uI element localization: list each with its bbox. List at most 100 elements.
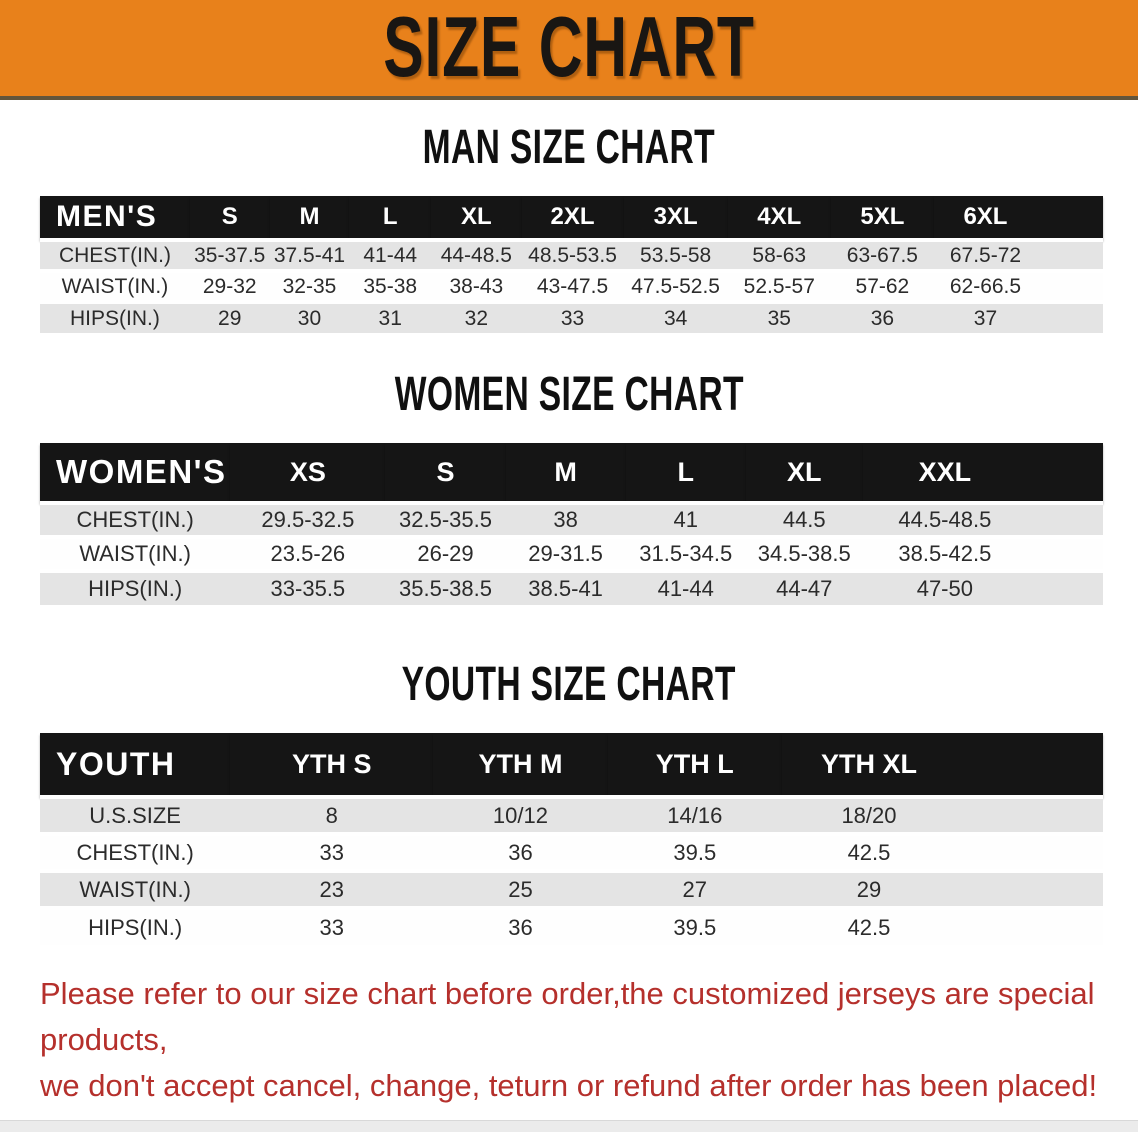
size-value-cell: 37.5-41	[269, 238, 350, 271]
size-value-cell: 23	[230, 869, 434, 908]
measurement-row: WAIST(IN.) 29-32 32-35 35-38 38-43 43-47.5 47.…	[40, 269, 1103, 302]
size-value-cell: 36	[433, 906, 608, 945]
size-value-cell: 34.5-38.5	[745, 535, 863, 571]
size-value-cell: 36	[830, 300, 934, 333]
size-value-cell: 18/20	[781, 795, 1103, 834]
men-section-heading: MAN SIZE CHART	[0, 124, 1138, 172]
measurement-row: CHEST(IN.) 35-37.5 37.5-41 41-44 44-48.5 48.5…	[40, 238, 1103, 271]
size-value-cell: 29-31.5	[505, 535, 626, 571]
order-disclaimer: Please refer to our size chart before or…	[40, 971, 1123, 1109]
size-value-cell: 38	[505, 501, 626, 537]
row-label: CHEST(IN.)	[40, 238, 190, 271]
size-value-cell: 32	[431, 300, 522, 333]
measurement-row: CHEST(IN.) 29.5-32.5 32.5-35.5 38 41 44.5 44.5…	[40, 501, 1103, 537]
size-value-cell: 14/16	[607, 795, 782, 834]
row-label: CHEST(IN.)	[40, 501, 231, 537]
measurement-row: HIPS(IN.) 33 36 39.5 42.5	[40, 906, 1103, 945]
size-value-cell: 31.5-34.5	[625, 535, 746, 571]
size-value-cell: 33	[521, 300, 624, 333]
size-column-header: YTH S	[230, 733, 434, 797]
table-group-label: YOUTH	[40, 733, 231, 797]
size-value-cell: 30	[269, 300, 350, 333]
men-section-title: MAN SIZE CHART	[422, 121, 716, 174]
size-value-cell: 42.5	[781, 906, 1103, 945]
size-column-header: S	[189, 196, 270, 240]
size-value-cell: 25	[433, 869, 608, 908]
size-value-cell: 43-47.5	[521, 269, 624, 302]
row-label: HIPS(IN.)	[40, 300, 190, 333]
size-column-header: XXL	[862, 443, 1103, 503]
size-value-cell: 47.5-52.5	[623, 269, 728, 302]
size-value-cell: 41-44	[625, 569, 746, 605]
size-value-cell: 39.5	[607, 832, 782, 871]
size-value-cell: 27	[607, 869, 782, 908]
women-section-title: WOMEN SIZE CHART	[394, 368, 744, 421]
size-column-header: S	[385, 443, 506, 503]
size-value-cell: 35	[727, 300, 831, 333]
size-column-header: YTH XL	[781, 733, 1103, 797]
size-value-cell: 23.5-26	[230, 535, 386, 571]
size-value-cell: 32-35	[269, 269, 350, 302]
measurement-row: HIPS(IN.) 29 30 31 32 33 34 35 36 37	[40, 300, 1103, 333]
size-value-cell: 38.5-41	[505, 569, 626, 605]
size-value-cell: 42.5	[781, 832, 1103, 871]
size-value-cell: 10/12	[433, 795, 608, 834]
row-label: WAIST(IN.)	[40, 269, 190, 302]
row-label: WAIST(IN.)	[40, 869, 231, 908]
row-label: WAIST(IN.)	[40, 535, 231, 571]
size-column-header: M	[505, 443, 626, 503]
size-value-cell: 41	[625, 501, 746, 537]
row-label: HIPS(IN.)	[40, 906, 231, 945]
size-value-cell: 35.5-38.5	[385, 569, 506, 605]
size-value-cell: 33	[230, 832, 434, 871]
size-column-header: YTH M	[433, 733, 608, 797]
size-value-cell: 36	[433, 832, 608, 871]
size-value-cell: 52.5-57	[727, 269, 831, 302]
measurement-row: HIPS(IN.) 33-35.5 35.5-38.5 38.5-41 41-44 44-…	[40, 569, 1103, 605]
banner-title: SIZE CHART	[383, 0, 755, 95]
size-value-cell: 33	[230, 906, 434, 945]
size-column-header: 5XL	[830, 196, 934, 240]
size-value-cell: 35-38	[349, 269, 432, 302]
size-chart-banner: SIZE CHART	[0, 0, 1138, 100]
size-value-cell: 67.5-72	[933, 238, 1103, 271]
youth-section-title: YOUTH SIZE CHART	[401, 658, 737, 711]
size-value-cell: 8	[230, 795, 434, 834]
table-group-label: MEN'S	[40, 196, 190, 240]
measurement-row: WAIST(IN.) 23 25 27 29	[40, 869, 1103, 908]
size-value-cell: 31	[349, 300, 432, 333]
size-column-header: 4XL	[727, 196, 831, 240]
size-value-cell: 29	[781, 869, 1103, 908]
size-value-cell: 34	[623, 300, 728, 333]
size-value-cell: 44-48.5	[431, 238, 522, 271]
women-section-heading: WOMEN SIZE CHART	[0, 371, 1138, 419]
size-value-cell: 63-67.5	[830, 238, 934, 271]
size-value-cell: 44-47	[745, 569, 863, 605]
size-value-cell: 29	[189, 300, 270, 333]
size-column-header: YTH L	[607, 733, 782, 797]
size-value-cell: 58-63	[727, 238, 831, 271]
youth-section-heading: YOUTH SIZE CHART	[0, 661, 1138, 709]
size-column-header: XL	[745, 443, 863, 503]
measurement-row: CHEST(IN.) 33 36 39.5 42.5	[40, 832, 1103, 871]
size-value-cell: 62-66.5	[933, 269, 1103, 302]
size-value-cell: 57-62	[830, 269, 934, 302]
table-group-label: WOMEN'S	[40, 443, 231, 503]
measurement-row: WAIST(IN.) 23.5-26 26-29 29-31.5 31.5-34.5 34…	[40, 535, 1103, 571]
size-value-cell: 35-37.5	[189, 238, 270, 271]
row-label: CHEST(IN.)	[40, 832, 231, 871]
disclaimer-line-1: Please refer to our size chart before or…	[40, 976, 1095, 1057]
size-header-row: MEN'S S M L XL 2XL 3XL 4XL 5XL 6XL	[40, 196, 1103, 240]
size-header-row: WOMEN'S XS S M L XL XXL	[40, 443, 1103, 503]
size-value-cell: 39.5	[607, 906, 782, 945]
size-value-cell: 38-43	[431, 269, 522, 302]
size-value-cell: 33-35.5	[230, 569, 386, 605]
size-value-cell: 53.5-58	[623, 238, 728, 271]
size-header-row: YOUTH YTH S YTH M YTH L YTH XL	[40, 733, 1103, 797]
row-label: U.S.SIZE	[40, 795, 231, 834]
size-column-header: 2XL	[521, 196, 624, 240]
measurement-row: U.S.SIZE 8 10/12 14/16 18/20	[40, 795, 1103, 834]
size-column-header: 3XL	[623, 196, 728, 240]
size-value-cell: 26-29	[385, 535, 506, 571]
